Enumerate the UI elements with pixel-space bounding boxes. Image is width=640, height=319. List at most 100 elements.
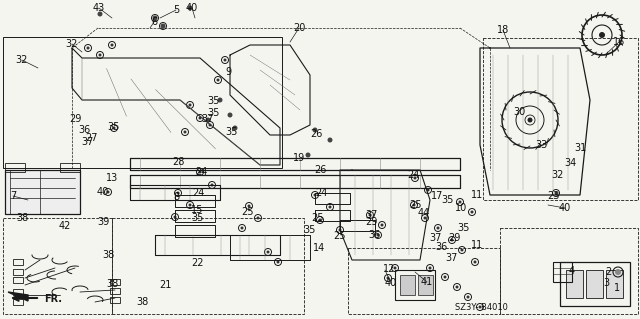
Text: 37: 37 (201, 114, 213, 124)
Circle shape (444, 276, 447, 278)
Circle shape (527, 117, 532, 122)
Circle shape (413, 204, 415, 206)
Text: 36: 36 (78, 125, 90, 135)
Text: 32: 32 (552, 170, 564, 180)
Bar (5, 163, 25, 172)
Circle shape (312, 128, 317, 132)
Bar (13, 299, 23, 305)
Bar (606, 270, 623, 298)
Text: 29: 29 (448, 233, 460, 243)
Text: 11: 11 (471, 190, 483, 200)
Bar (553, 262, 572, 282)
Circle shape (467, 295, 470, 299)
Circle shape (227, 113, 232, 117)
Text: 28: 28 (172, 157, 184, 167)
Text: 38: 38 (16, 213, 28, 223)
Circle shape (479, 306, 481, 308)
Text: 24: 24 (315, 188, 327, 198)
Text: 37: 37 (82, 137, 94, 147)
Text: 39: 39 (97, 217, 109, 227)
Circle shape (189, 103, 191, 107)
Circle shape (458, 201, 461, 204)
Circle shape (198, 170, 202, 174)
Text: 26: 26 (314, 165, 326, 175)
Text: 30: 30 (513, 107, 525, 117)
Text: 22: 22 (192, 258, 204, 268)
Circle shape (394, 266, 397, 270)
Text: 41: 41 (421, 277, 433, 287)
Circle shape (387, 277, 390, 279)
Text: 1: 1 (614, 283, 620, 293)
Text: 23: 23 (547, 191, 559, 201)
Text: 8: 8 (173, 192, 179, 202)
Text: 36: 36 (435, 242, 447, 252)
Text: 44: 44 (418, 208, 430, 218)
Circle shape (276, 261, 280, 263)
Circle shape (113, 127, 115, 130)
Text: 25: 25 (410, 200, 422, 210)
Text: 40: 40 (385, 278, 397, 288)
Circle shape (173, 216, 177, 219)
Circle shape (474, 261, 477, 263)
Text: 42: 42 (59, 221, 71, 231)
Text: 35: 35 (192, 213, 204, 223)
Text: 13: 13 (106, 173, 118, 183)
Circle shape (177, 191, 179, 195)
Text: SZ3Y- B4010: SZ3Y- B4010 (455, 303, 508, 313)
Bar (13, 289, 23, 295)
Circle shape (241, 226, 243, 229)
Text: 32: 32 (16, 55, 28, 65)
Circle shape (248, 204, 250, 207)
Bar (110, 288, 120, 294)
Circle shape (86, 47, 90, 49)
Bar (5, 170, 80, 214)
Circle shape (470, 211, 474, 213)
Bar (60, 163, 80, 172)
Text: 35: 35 (226, 127, 238, 137)
Text: 36: 36 (368, 230, 380, 240)
Text: FR.: FR. (44, 294, 62, 304)
Text: 27: 27 (84, 133, 97, 143)
Circle shape (161, 25, 164, 27)
Text: 34: 34 (564, 158, 576, 168)
Circle shape (314, 194, 317, 197)
Text: 9: 9 (225, 67, 231, 77)
Circle shape (152, 16, 157, 20)
Circle shape (305, 152, 310, 158)
Bar (110, 297, 120, 303)
Text: 38: 38 (106, 279, 118, 289)
Bar (13, 277, 23, 283)
Circle shape (218, 98, 223, 102)
Text: 26: 26 (310, 129, 322, 139)
Text: 38: 38 (102, 250, 114, 260)
Text: 35: 35 (107, 122, 119, 132)
Text: 24: 24 (195, 167, 207, 177)
Bar (348, 248, 500, 314)
Circle shape (599, 32, 605, 38)
Circle shape (319, 219, 321, 221)
Text: 38: 38 (136, 297, 148, 307)
Bar (110, 279, 120, 285)
Text: 25: 25 (311, 213, 323, 223)
Bar (3, 37, 282, 168)
Circle shape (266, 250, 269, 254)
Circle shape (106, 190, 109, 194)
Circle shape (184, 130, 186, 133)
Circle shape (328, 205, 332, 209)
Text: 24: 24 (407, 170, 419, 180)
Circle shape (216, 78, 220, 81)
Text: 35: 35 (207, 108, 219, 118)
Circle shape (97, 11, 102, 17)
Text: 17: 17 (431, 191, 443, 201)
Text: 25: 25 (242, 207, 254, 217)
Circle shape (211, 183, 214, 187)
Bar (395, 270, 435, 300)
Text: 35: 35 (457, 223, 469, 233)
Text: 29: 29 (69, 114, 81, 124)
Polygon shape (8, 292, 28, 301)
Text: 2: 2 (605, 267, 611, 277)
Text: 7: 7 (10, 191, 16, 201)
Circle shape (424, 217, 426, 219)
Circle shape (456, 286, 458, 288)
Circle shape (111, 43, 113, 47)
